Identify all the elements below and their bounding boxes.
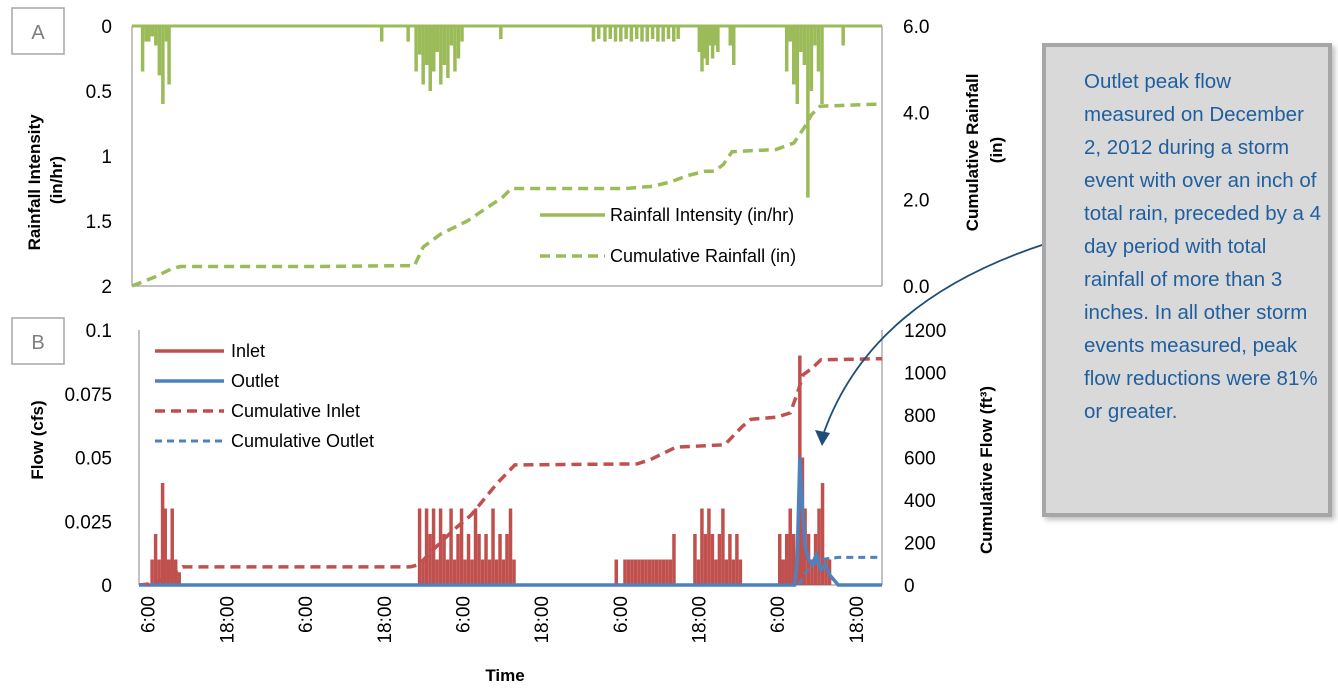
panel-a-right-tick-0: 0.0 bbox=[903, 277, 929, 298]
panel-a-legend: Rainfall Intensity (in/hr) Cumulative Ra… bbox=[540, 205, 796, 266]
panel-b-x-tick-9: 18:00 bbox=[847, 596, 868, 644]
panel-b-x-tick-6: 6:00 bbox=[611, 596, 632, 633]
legend-outlet: Outlet bbox=[231, 371, 279, 391]
panel-b-x-tick-1: 18:00 bbox=[217, 596, 238, 644]
panel-a-right-tick-1: 2.0 bbox=[903, 190, 929, 211]
panel-a-left-axis-label: Rainfall Intensity (in/hr) bbox=[25, 110, 66, 251]
panel-b: B 0 0.025 0.05 0.075 0.1 0 200 400 600 800 1000 12… bbox=[11, 317, 996, 685]
panel-b-right-tick-5: 1000 bbox=[904, 364, 946, 385]
panel-a-left-axis-label-line2: (in/hr) bbox=[47, 156, 66, 204]
panel-b-right-tick-6: 1200 bbox=[904, 321, 946, 342]
panel-a-left-tick-1: 0.5 bbox=[86, 82, 112, 103]
panel-b-tag-box bbox=[11, 317, 65, 365]
panel-b-right-tick-1: 200 bbox=[904, 534, 936, 555]
legend-rainfall-intensity: Rainfall Intensity (in/hr) bbox=[610, 205, 794, 225]
annotation-arrowhead bbox=[815, 430, 830, 446]
panel-b-x-axis-label: Time bbox=[485, 666, 524, 685]
panel-b-x-tick-7: 18:00 bbox=[689, 596, 710, 644]
panel-b-x-tick-4: 6:00 bbox=[453, 596, 474, 633]
annotation-box: Outlet peak flow measured on December 2,… bbox=[1042, 43, 1332, 517]
panel-b-left-tick-4: 0.1 bbox=[86, 321, 112, 342]
panel-b-left-tick-3: 0.075 bbox=[64, 385, 112, 406]
legend-cumulative-inlet: Cumulative Inlet bbox=[231, 401, 360, 421]
panel-b-x-tick-0: 6:00 bbox=[139, 596, 160, 633]
cumulative-outlet-line bbox=[139, 555, 882, 587]
annotation-text: Outlet peak flow measured on December 2,… bbox=[1084, 70, 1322, 423]
panel-a-right-axis-label: Cumulative Rainfall (in) bbox=[963, 69, 1006, 232]
panel-b-x-tick-labels: 6:00 18:00 6:00 18:00 6:00 18:00 6:00 18:00 6:00… bbox=[139, 596, 868, 644]
panel-b-left-tick-1: 0.025 bbox=[64, 512, 112, 533]
panel-a-left-tick-3: 1.5 bbox=[86, 212, 112, 233]
panel-b-right-tick-3: 600 bbox=[904, 449, 936, 470]
cumulative-rainfall-line bbox=[131, 102, 883, 288]
panel-b-x-tick-5: 18:00 bbox=[532, 596, 553, 644]
panel-b-x-tick-8: 6:00 bbox=[768, 596, 789, 633]
panel-b-right-tick-2: 400 bbox=[904, 491, 936, 512]
rainfall-intensity-bars bbox=[140, 26, 845, 198]
panel-b-left-axis-label: Flow (cfs) bbox=[28, 400, 47, 479]
panel-a-right-axis-label-line1: Cumulative Rainfall bbox=[963, 73, 982, 231]
panel-a-left-tick-2: 1 bbox=[101, 147, 112, 168]
panel-b-x-tick-2: 6:00 bbox=[296, 596, 317, 633]
panel-a-left-tick-labels: 0 0.5 1 1.5 2 bbox=[86, 17, 112, 298]
legend-cumulative-outlet: Cumulative Outlet bbox=[231, 431, 374, 451]
panel-a-right-tick-2: 4.0 bbox=[903, 104, 929, 125]
panel-b-right-tick-labels: 0 200 400 600 800 1000 1200 bbox=[904, 321, 946, 597]
panel-b-legend: Inlet Outlet Cumulative Inlet Cumulative… bbox=[155, 341, 374, 451]
panel-b-right-tick-0: 0 bbox=[904, 576, 915, 597]
panel-a-tag: A bbox=[31, 22, 45, 44]
panel-b-right-axis-label: Cumulative Flow (ft³) bbox=[977, 386, 996, 554]
panel-b-left-tick-labels: 0 0.025 0.05 0.075 0.1 bbox=[64, 321, 112, 597]
panel-a-right-axis-label-line2: (in) bbox=[987, 137, 1006, 163]
legend-inlet: Inlet bbox=[231, 341, 265, 361]
panel-b-x-tick-3: 18:00 bbox=[375, 596, 396, 644]
panel-a-left-tick-4: 2 bbox=[101, 277, 112, 298]
panel-a-tag-box bbox=[11, 7, 65, 55]
panel-a-left-tick-0: 0 bbox=[101, 17, 112, 38]
panel-a: A 0 0.5 1 1.5 2 0.0 2.0 4.0 6.0 Rainfall Intens… bbox=[11, 7, 1006, 298]
panel-a-left-axis-label-line1: Rainfall Intensity bbox=[25, 114, 44, 251]
panel-b-left-tick-2: 0.05 bbox=[75, 449, 112, 470]
panel-b-left-tick-0: 0 bbox=[101, 576, 112, 597]
panel-a-right-tick-3: 6.0 bbox=[903, 17, 929, 38]
panel-b-tag: B bbox=[31, 332, 44, 354]
panel-a-right-tick-labels: 0.0 2.0 4.0 6.0 bbox=[903, 17, 929, 298]
legend-cumulative-rainfall: Cumulative Rainfall (in) bbox=[610, 246, 796, 266]
panel-b-right-tick-4: 800 bbox=[904, 406, 936, 427]
cumulative-inlet-line bbox=[138, 356, 883, 587]
annotation-arrow bbox=[821, 243, 1046, 439]
